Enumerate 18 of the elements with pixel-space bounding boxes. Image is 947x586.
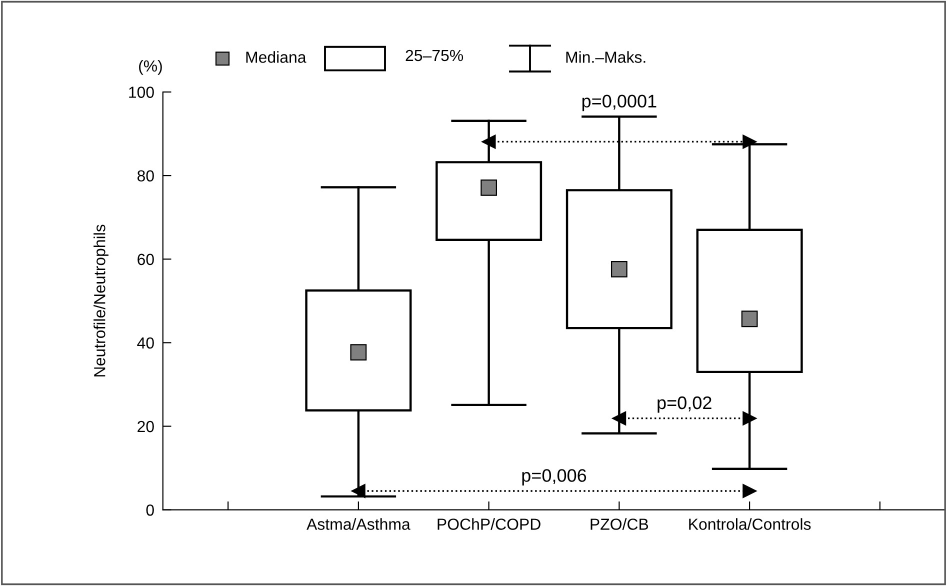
y-axis-title: Neutrofile/Neutrophils — [94, 224, 108, 376]
annotation: p=0,02 — [658, 396, 712, 413]
y-tick-label: 60 — [138, 254, 154, 266]
text: Mediana — [246, 51, 306, 63]
x-tick-label: PZO/CB — [590, 518, 648, 530]
y-tick-label: 40 — [137, 337, 154, 349]
y-tick-label: 100 — [129, 86, 154, 98]
y-tick-label: 80 — [137, 170, 154, 182]
text: 25–75% — [406, 50, 464, 62]
x-tick-label: Kontrola/Controls — [689, 518, 811, 530]
text: Min.–Maks. — [566, 51, 646, 63]
annotation: p=0,0001 — [582, 94, 656, 112]
x-tick-label: POChP/COPD — [438, 518, 540, 530]
y-tick-label: 0 — [146, 504, 154, 516]
x-tick-label: Astma/Asthma — [306, 518, 410, 530]
text: (%) — [139, 60, 162, 75]
annotation: p=0,006 — [522, 469, 586, 486]
y-tick-label: 20 — [138, 420, 154, 432]
